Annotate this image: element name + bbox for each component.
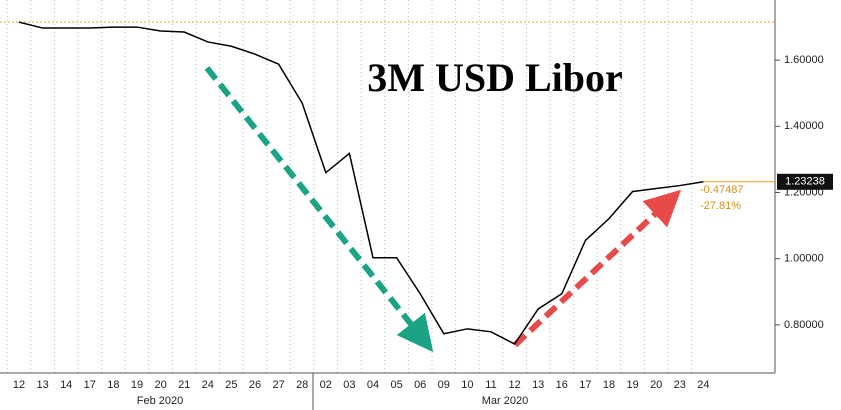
y-tick-label: 1.00000 (784, 253, 824, 265)
x-tick-label: 25 (225, 379, 237, 391)
x-tick-label: 17 (84, 379, 96, 391)
x-tick-label: 20 (650, 379, 662, 391)
month-label: Mar 2020 (482, 395, 528, 407)
x-tick-label: 13 (36, 379, 48, 391)
x-tick-label: 28 (296, 379, 308, 391)
x-tick-label: 27 (272, 379, 284, 391)
x-tick-label: 26 (249, 379, 261, 391)
last-value-label: 1.23238 (785, 176, 825, 188)
chart-title: 3M USD Libor (367, 55, 623, 100)
x-tick-label: 24 (697, 379, 709, 391)
x-tick-label: 19 (626, 379, 638, 391)
x-tick-label: 12 (13, 379, 25, 391)
x-tick-label: 05 (390, 379, 402, 391)
x-tick-label: 18 (603, 379, 615, 391)
x-tick-label: 06 (414, 379, 426, 391)
x-tick-label: 03 (343, 379, 355, 391)
x-tick-label: 10 (461, 379, 473, 391)
x-tick-label: 21 (178, 379, 190, 391)
data-line (18, 21, 704, 346)
y-tick-label: 0.80000 (784, 319, 824, 331)
change-label: -27.81% (700, 200, 741, 212)
last-value-box (777, 173, 833, 190)
x-tick-label: 24 (202, 379, 214, 391)
x-tick-label: 23 (674, 379, 686, 391)
month-label: Feb 2020 (137, 395, 183, 407)
x-tick-label: 11 (485, 379, 496, 391)
change-label: -0.47487 (700, 184, 743, 196)
y-tick-label: 1.60000 (784, 54, 824, 66)
x-tick-label: 13 (532, 379, 544, 391)
x-tick-label: 20 (154, 379, 166, 391)
x-tick-label: 02 (320, 379, 332, 391)
up-arrow (512, 189, 682, 348)
x-tick-label: 12 (508, 379, 520, 391)
x-tick-label: 04 (367, 379, 379, 391)
down-arrow (204, 66, 434, 353)
x-tick-label: 18 (107, 379, 119, 391)
x-tick-label: 17 (579, 379, 591, 391)
x-tick-label: 09 (438, 379, 450, 391)
x-tick-label: 19 (131, 379, 143, 391)
y-tick-label: 1.40000 (784, 120, 824, 132)
x-tick-label: 16 (556, 379, 568, 391)
x-tick-label: 14 (60, 379, 72, 391)
